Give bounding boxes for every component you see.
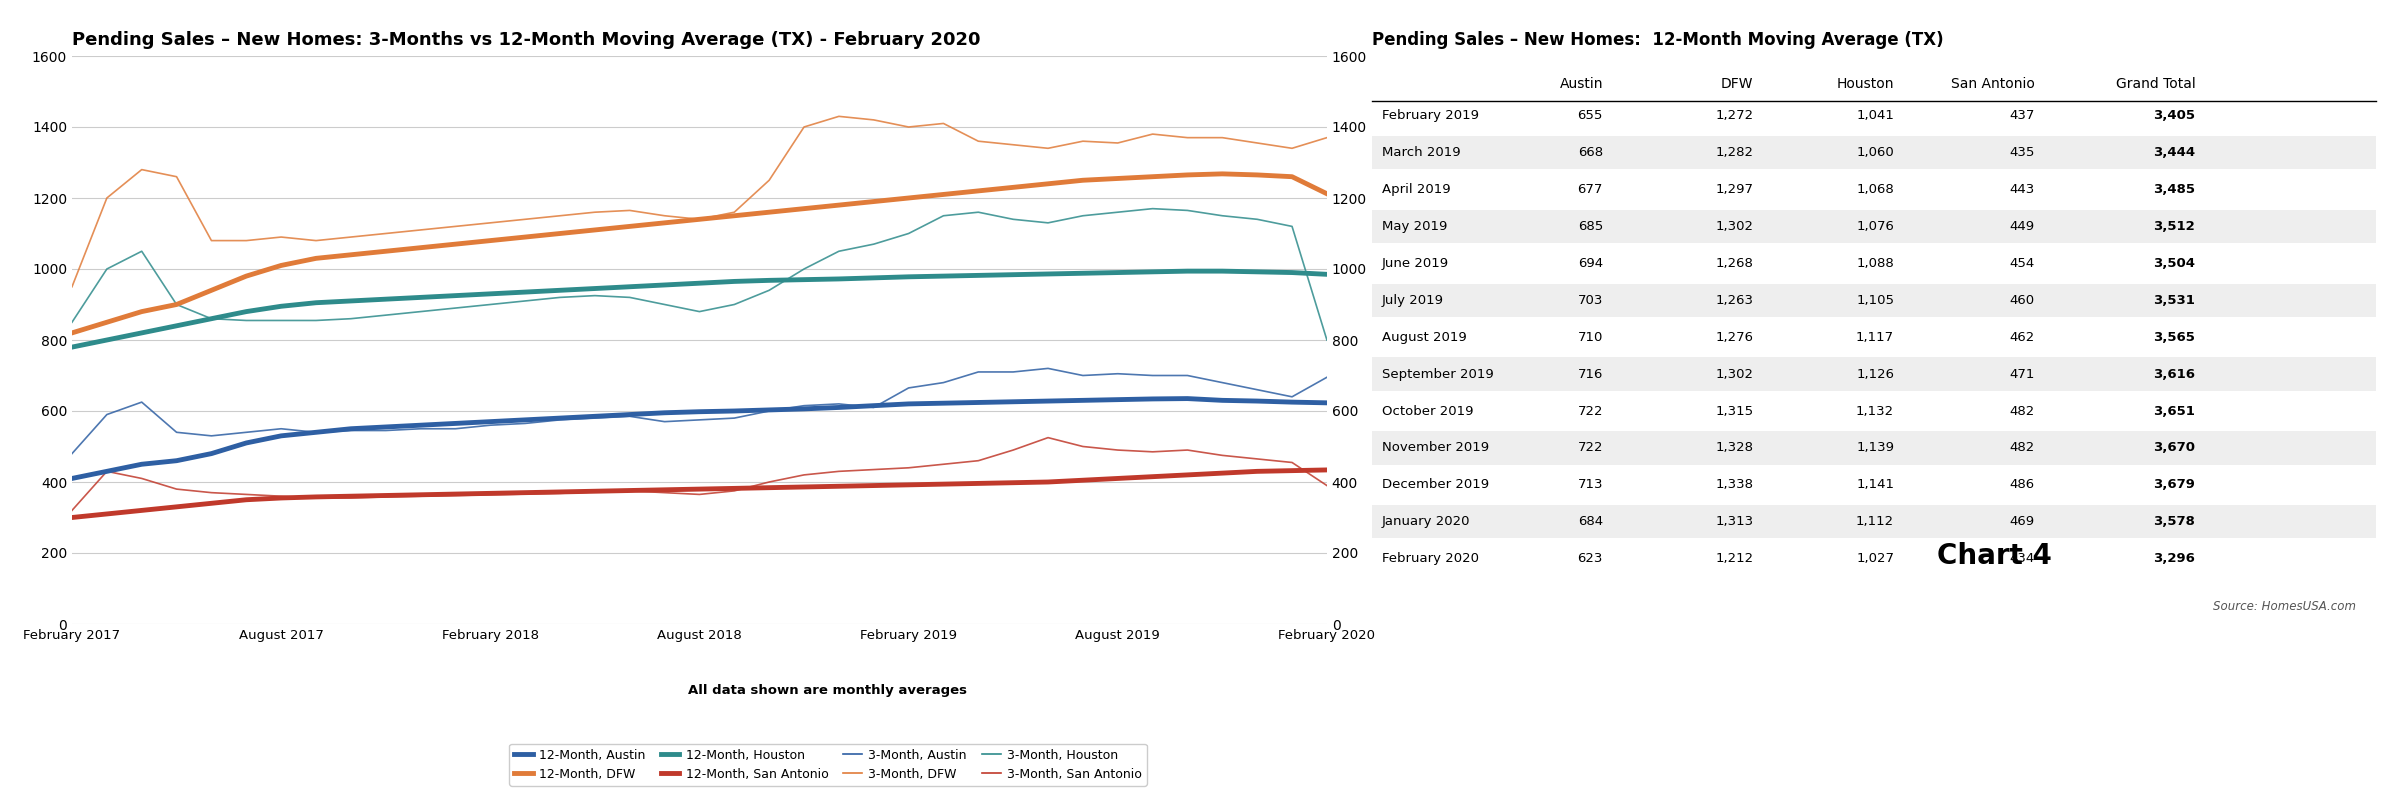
Text: 1,139: 1,139: [1855, 442, 1894, 454]
Text: 1,313: 1,313: [1716, 515, 1754, 528]
Text: May 2019: May 2019: [1382, 220, 1447, 233]
Text: 1,328: 1,328: [1716, 442, 1754, 454]
Text: November 2019: November 2019: [1382, 442, 1490, 454]
Text: 1,112: 1,112: [1855, 515, 1894, 528]
Text: 3,670: 3,670: [2153, 442, 2196, 454]
Text: 3,651: 3,651: [2153, 405, 2196, 418]
Text: 3,405: 3,405: [2153, 109, 2196, 122]
Text: July 2019: July 2019: [1382, 294, 1445, 306]
Text: Source: HomesUSA.com: Source: HomesUSA.com: [2213, 600, 2357, 613]
Text: 1,076: 1,076: [1855, 220, 1894, 233]
Text: 1,141: 1,141: [1855, 478, 1894, 491]
Text: 449: 449: [2009, 220, 2035, 233]
Text: 1,117: 1,117: [1855, 330, 1894, 344]
Text: 1,060: 1,060: [1855, 146, 1894, 159]
Text: San Antonio: San Antonio: [1951, 78, 2035, 91]
Text: Pending Sales – New Homes:  12-Month Moving Average (TX): Pending Sales – New Homes: 12-Month Movi…: [1373, 31, 1944, 49]
Text: 1,302: 1,302: [1716, 220, 1754, 233]
Text: February 2019: February 2019: [1382, 109, 1478, 122]
Text: 462: 462: [2009, 330, 2035, 344]
Text: 703: 703: [1577, 294, 1603, 306]
Text: 1,212: 1,212: [1716, 552, 1754, 565]
Text: 469: 469: [2009, 515, 2035, 528]
Text: 3,616: 3,616: [2153, 367, 2196, 381]
Text: All data shown are monthly averages: All data shown are monthly averages: [689, 684, 967, 697]
Text: 1,297: 1,297: [1716, 183, 1754, 196]
Text: 3,504: 3,504: [2153, 257, 2196, 270]
Text: Chart 4: Chart 4: [1937, 542, 2052, 570]
Text: 1,132: 1,132: [1855, 405, 1894, 418]
Text: 1,315: 1,315: [1716, 405, 1754, 418]
Text: 454: 454: [2009, 257, 2035, 270]
Text: 1,268: 1,268: [1716, 257, 1754, 270]
Text: 1,105: 1,105: [1855, 294, 1894, 306]
Text: 3,296: 3,296: [2153, 552, 2196, 565]
Text: 710: 710: [1577, 330, 1603, 344]
FancyBboxPatch shape: [1373, 284, 2376, 317]
Text: February 2020: February 2020: [1382, 552, 1478, 565]
Text: 685: 685: [1577, 220, 1603, 233]
Text: January 2020: January 2020: [1382, 515, 1471, 528]
Text: 655: 655: [1577, 109, 1603, 122]
Text: 3,679: 3,679: [2153, 478, 2196, 491]
Text: 694: 694: [1577, 257, 1603, 270]
Text: 1,088: 1,088: [1855, 257, 1894, 270]
Text: 3,512: 3,512: [2153, 220, 2196, 233]
Legend: 12-Month, Austin, 12-Month, DFW, 12-Month, Houston, 12-Month, San Antonio, 3-Mon: 12-Month, Austin, 12-Month, DFW, 12-Mont…: [509, 743, 1147, 786]
Text: 1,027: 1,027: [1855, 552, 1894, 565]
Text: 1,126: 1,126: [1855, 367, 1894, 381]
FancyBboxPatch shape: [1373, 358, 2376, 390]
Text: 3,531: 3,531: [2153, 294, 2196, 306]
Text: 443: 443: [2009, 183, 2035, 196]
Text: 713: 713: [1577, 478, 1603, 491]
Text: 623: 623: [1577, 552, 1603, 565]
Text: 437: 437: [2009, 109, 2035, 122]
Text: 1,302: 1,302: [1716, 367, 1754, 381]
Text: 722: 722: [1577, 405, 1603, 418]
Text: DFW: DFW: [1721, 78, 1754, 91]
Text: 1,338: 1,338: [1716, 478, 1754, 491]
Text: 716: 716: [1577, 367, 1603, 381]
Text: 677: 677: [1577, 183, 1603, 196]
FancyBboxPatch shape: [1373, 210, 2376, 243]
Text: 1,272: 1,272: [1716, 109, 1754, 122]
Text: Pending Sales – New Homes: 3-Months vs 12-Month Moving Average (TX) - February 2: Pending Sales – New Homes: 3-Months vs 1…: [72, 31, 982, 49]
Text: 460: 460: [2009, 294, 2035, 306]
Text: 482: 482: [2009, 442, 2035, 454]
Text: 3,565: 3,565: [2153, 330, 2196, 344]
Text: March 2019: March 2019: [1382, 146, 1462, 159]
Text: September 2019: September 2019: [1382, 367, 1493, 381]
Text: 435: 435: [2009, 146, 2035, 159]
Text: October 2019: October 2019: [1382, 405, 1474, 418]
Text: 1,263: 1,263: [1716, 294, 1754, 306]
Text: June 2019: June 2019: [1382, 257, 1450, 270]
Text: 722: 722: [1577, 442, 1603, 454]
Text: August 2019: August 2019: [1382, 330, 1466, 344]
Text: 3,485: 3,485: [2153, 183, 2196, 196]
Text: 3,578: 3,578: [2153, 515, 2196, 528]
Text: 434: 434: [2009, 552, 2035, 565]
Text: 1,068: 1,068: [1855, 183, 1894, 196]
Text: 1,282: 1,282: [1716, 146, 1754, 159]
Text: 668: 668: [1577, 146, 1603, 159]
FancyBboxPatch shape: [1373, 431, 2376, 465]
Text: Houston: Houston: [1836, 78, 1894, 91]
FancyBboxPatch shape: [1373, 505, 2376, 538]
Text: Austin: Austin: [1560, 78, 1603, 91]
FancyBboxPatch shape: [1373, 136, 2376, 169]
Text: 1,276: 1,276: [1716, 330, 1754, 344]
Text: 471: 471: [2009, 367, 2035, 381]
Text: 1,041: 1,041: [1855, 109, 1894, 122]
Text: Grand Total: Grand Total: [2114, 78, 2196, 91]
Text: 684: 684: [1577, 515, 1603, 528]
Text: December 2019: December 2019: [1382, 478, 1490, 491]
Text: 3,444: 3,444: [2153, 146, 2196, 159]
Text: 482: 482: [2009, 405, 2035, 418]
Text: 486: 486: [2009, 478, 2035, 491]
Text: April 2019: April 2019: [1382, 183, 1450, 196]
